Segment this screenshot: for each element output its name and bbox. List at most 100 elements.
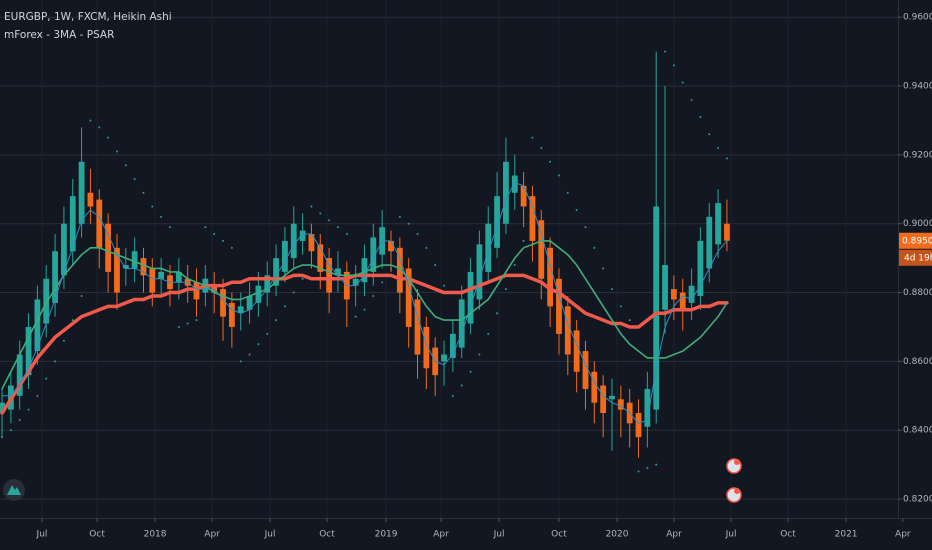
psar-dot bbox=[213, 233, 216, 236]
x-tick-label: Jul bbox=[264, 530, 276, 540]
psar-dot bbox=[496, 312, 499, 315]
psar-dot bbox=[504, 288, 507, 291]
candle-body bbox=[467, 271, 474, 324]
countdown-label: 4d 19h bbox=[904, 253, 932, 263]
psar-dot bbox=[275, 319, 278, 322]
psar-dot bbox=[36, 394, 39, 397]
psar-dot bbox=[310, 205, 313, 208]
candle-body bbox=[52, 251, 58, 303]
candle-body bbox=[679, 292, 686, 310]
candle-body bbox=[16, 354, 23, 396]
psar-dot bbox=[160, 215, 163, 218]
candle-body bbox=[582, 351, 589, 389]
candle-body bbox=[388, 240, 394, 252]
psar-dot bbox=[142, 191, 145, 194]
last-price-label: 0.89505 bbox=[902, 236, 932, 246]
candle-body bbox=[670, 289, 677, 300]
psar-dot bbox=[248, 353, 251, 356]
candle-body bbox=[158, 271, 165, 279]
x-tick-label: Apr bbox=[433, 530, 449, 540]
psar-dot bbox=[195, 319, 198, 322]
psar-dot bbox=[549, 160, 552, 163]
candle-body bbox=[494, 196, 500, 248]
psar-dot bbox=[372, 295, 375, 297]
plot bbox=[0, 50, 730, 473]
psar-dot bbox=[584, 226, 587, 229]
psar-dot bbox=[124, 164, 127, 167]
candle-body bbox=[396, 247, 403, 293]
psar-dot bbox=[593, 246, 596, 249]
x-tick-label: Apr bbox=[204, 530, 220, 540]
psar-dot bbox=[390, 267, 393, 270]
psar-dot bbox=[637, 470, 640, 473]
psar-dot bbox=[62, 339, 65, 342]
x-tick-label: Jul bbox=[493, 530, 505, 540]
psar-dot bbox=[283, 305, 286, 308]
psar-dot bbox=[628, 319, 631, 322]
psar-dot bbox=[54, 360, 57, 363]
candle-body bbox=[591, 371, 598, 403]
candle-body bbox=[449, 333, 456, 358]
psar-dot bbox=[151, 205, 154, 208]
moving-average-line bbox=[1, 181, 728, 424]
psar-dot bbox=[336, 226, 339, 229]
candle-body bbox=[662, 265, 668, 310]
candle-body bbox=[335, 268, 341, 276]
candle-body bbox=[423, 326, 430, 369]
psar-dot bbox=[407, 222, 410, 225]
logo bbox=[3, 479, 25, 501]
candle-body bbox=[140, 258, 147, 276]
psar-dot bbox=[664, 50, 667, 53]
psar-dot bbox=[699, 116, 702, 119]
psar-dot bbox=[27, 408, 30, 411]
candle-body bbox=[43, 278, 50, 324]
psar-dot bbox=[708, 133, 711, 136]
candle-body bbox=[273, 258, 279, 286]
psar-dot bbox=[575, 208, 578, 211]
psar-dot bbox=[443, 284, 446, 287]
psar-dot bbox=[531, 136, 534, 139]
candle-body bbox=[122, 265, 129, 269]
candle-body bbox=[644, 388, 651, 427]
psar-dot bbox=[672, 64, 675, 67]
candle-body bbox=[573, 330, 580, 372]
candle-body bbox=[299, 230, 306, 241]
chart-title: EURGBP, 1W, FXCM, Heikin Ashi bbox=[4, 11, 172, 23]
psar-dot bbox=[557, 174, 560, 177]
candle-body bbox=[105, 223, 112, 272]
psar-dot bbox=[319, 212, 322, 215]
psar-dot bbox=[434, 264, 437, 267]
x-tick-label: Oct bbox=[319, 530, 335, 540]
candle-body bbox=[564, 306, 571, 355]
candle-body bbox=[290, 223, 297, 259]
psar-dot bbox=[89, 119, 92, 122]
psar-dot bbox=[115, 150, 118, 153]
psar-dot bbox=[478, 353, 481, 356]
candle-body bbox=[370, 237, 377, 272]
candle-body bbox=[220, 289, 226, 317]
candle-body bbox=[724, 223, 730, 241]
candle-body bbox=[317, 244, 324, 272]
event-markers bbox=[726, 458, 742, 503]
x-tick-label: 2020 bbox=[606, 530, 629, 540]
psar-dot bbox=[45, 377, 48, 380]
psar-dot bbox=[611, 288, 614, 291]
psar-dot bbox=[177, 325, 180, 328]
psar-dot bbox=[681, 81, 684, 84]
candle-body bbox=[326, 258, 333, 293]
psar-dot bbox=[619, 305, 622, 308]
psar-dot bbox=[725, 157, 728, 160]
psar-dot bbox=[204, 226, 207, 229]
y-tick-label: 0.96000 bbox=[903, 13, 932, 23]
candle-body bbox=[476, 244, 483, 300]
candle-body bbox=[352, 278, 359, 286]
psar-dot bbox=[257, 343, 260, 346]
psar-dot bbox=[328, 219, 331, 222]
candle-body bbox=[609, 395, 615, 400]
candle-body bbox=[69, 196, 76, 252]
x-tick-label: 2018 bbox=[144, 530, 167, 540]
psar-dot bbox=[522, 239, 525, 242]
